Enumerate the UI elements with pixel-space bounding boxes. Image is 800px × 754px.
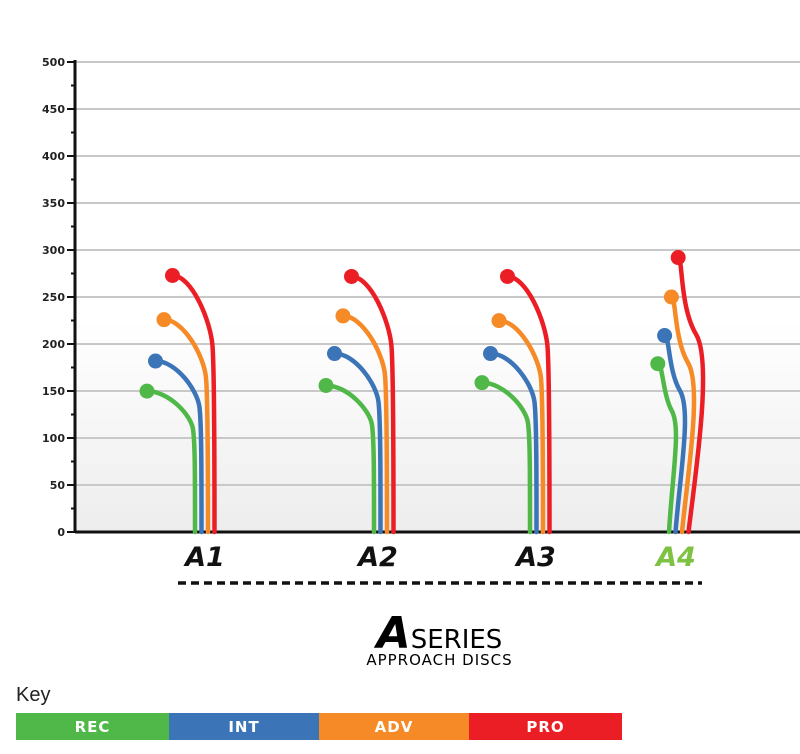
series-title-letter: A bbox=[376, 608, 411, 659]
series-title-word: SERIES bbox=[410, 625, 503, 655]
flight-path-a2-pro bbox=[349, 274, 396, 535]
flight-path-a2-int bbox=[332, 351, 383, 535]
flight-path-a3-rec bbox=[479, 380, 533, 535]
y-tick-label: 400 bbox=[42, 150, 65, 163]
flight-path-a1-adv bbox=[161, 317, 211, 535]
key-adv: ADV bbox=[319, 713, 469, 740]
flight-point-a2-int bbox=[327, 346, 342, 362]
flight-point-a1-rec bbox=[139, 383, 155, 399]
flight-path-a2-rec bbox=[323, 383, 377, 535]
y-tick-label: 200 bbox=[42, 338, 65, 351]
flight-point-a4-int bbox=[657, 328, 673, 344]
flight-point-a3-adv bbox=[491, 313, 507, 329]
y-tick-label: 50 bbox=[50, 479, 66, 492]
flight-point-a2-rec bbox=[318, 377, 334, 393]
y-tick-label: 150 bbox=[42, 385, 65, 398]
disc-label-a2: A2 bbox=[356, 542, 398, 573]
flight-path-a4-rec bbox=[655, 361, 679, 535]
flight-path-a3-adv bbox=[496, 318, 546, 535]
y-tick-label: 300 bbox=[42, 244, 65, 257]
flight-path-a3-int bbox=[488, 351, 539, 535]
y-tick-label: 450 bbox=[42, 103, 65, 116]
y-tick-label: 350 bbox=[42, 197, 65, 210]
flight-point-a1-int bbox=[148, 353, 163, 369]
y-tick-label: 500 bbox=[42, 56, 65, 69]
series-subtitle: APPROACH DISCS bbox=[366, 651, 513, 669]
flight-point-a4-adv bbox=[663, 289, 679, 305]
flight-chart: 0 50 100 150 200 250 300 350 400 450 500 A1 A2 A3 A4 bbox=[42, 56, 800, 585]
y-tick-label: 0 bbox=[57, 526, 65, 539]
flight-point-a2-adv bbox=[335, 308, 351, 324]
flight-point-a1-adv bbox=[156, 312, 172, 328]
flight-point-a1-pro bbox=[165, 268, 180, 283]
key-rec: REC bbox=[16, 713, 169, 740]
flight-point-a3-int bbox=[483, 346, 498, 362]
flight-point-a4-pro bbox=[670, 250, 686, 266]
flight-path-a4-int bbox=[662, 333, 688, 535]
key-pro: PRO bbox=[469, 713, 622, 740]
disc-label-a3: A3 bbox=[514, 542, 556, 573]
flight-point-a3-rec bbox=[474, 375, 490, 391]
disc-label-a4: A4 bbox=[654, 542, 696, 573]
key-int: INT bbox=[169, 713, 319, 740]
flight-point-a3-pro bbox=[500, 268, 515, 284]
flight-path-a1-pro bbox=[170, 273, 217, 535]
series-title: ASERIES bbox=[0, 608, 800, 659]
y-tick-label: 100 bbox=[42, 432, 65, 445]
flight-path-a2-adv bbox=[340, 313, 390, 535]
flight-path-a1-int bbox=[153, 358, 204, 535]
y-tick-label: 250 bbox=[42, 291, 65, 304]
key-bar: REC INT ADV PRO bbox=[16, 713, 622, 740]
key-label: Key bbox=[16, 684, 51, 706]
flight-point-a4-rec bbox=[650, 356, 666, 372]
disc-label-a1: A1 bbox=[183, 542, 225, 573]
flight-path-a3-pro bbox=[505, 274, 552, 535]
flight-point-a2-pro bbox=[344, 268, 359, 284]
flight-path-a4-pro bbox=[675, 255, 706, 535]
flight-path-a4-adv bbox=[669, 294, 697, 535]
flight-path-a1-rec bbox=[144, 388, 198, 535]
